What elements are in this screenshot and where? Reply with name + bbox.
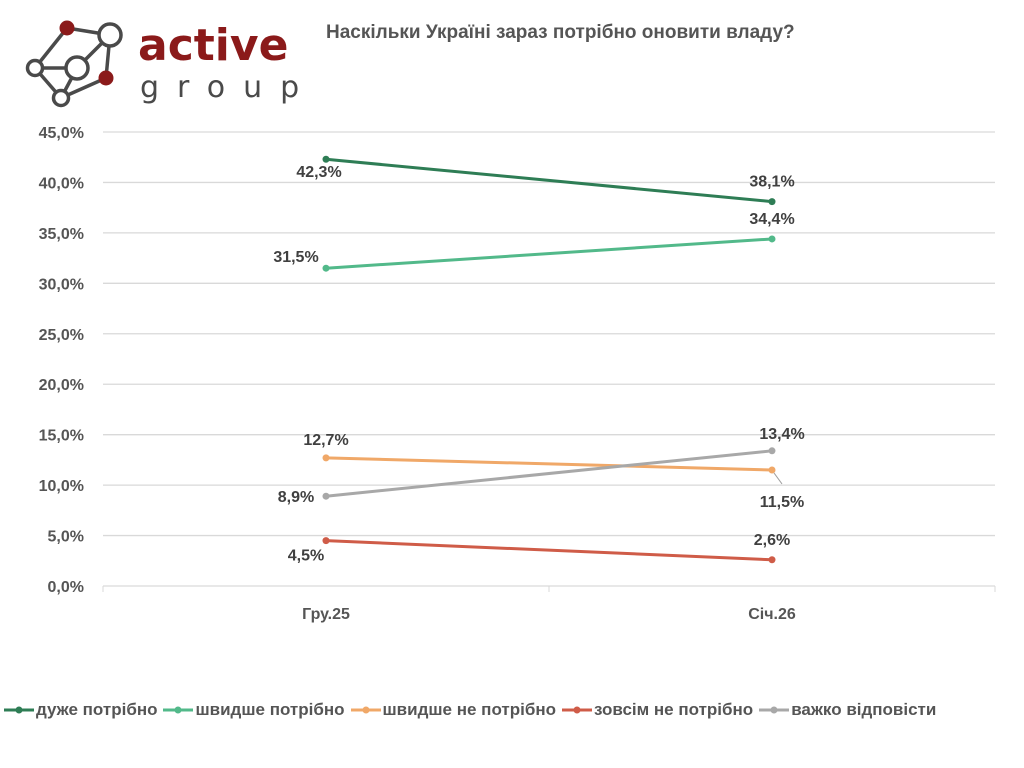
legend-label: важко відповісти [791,700,937,719]
data-label: 42,3% [296,164,341,181]
y-tick-label: 10,0% [39,478,84,495]
series-line [325,539,773,562]
legend-item: швидше не потрібно [350,700,556,720]
legend-label: швидше не потрібно [382,700,556,719]
y-tick-label: 40,0% [39,175,84,192]
series-lines [322,155,776,564]
legend-marker-icon [163,706,194,714]
y-axis: 0,0% 5,0% 10,0% 15,0% 20,0% 25,0% 30,0% 35,0% 40… [39,125,84,596]
legend-marker-icon [562,706,592,714]
data-label: 13,4% [759,426,804,443]
data-point [768,556,776,564]
logo-sub-text: group [140,70,310,105]
y-tick-label: 25,0% [39,327,84,344]
data-point [768,198,776,206]
data-label: 31,5% [273,249,318,266]
data-label: 11,5% [760,494,804,511]
data-point [768,235,776,243]
data-label: 38,1% [749,174,794,191]
network-icon [25,20,123,108]
legend-marker-icon [4,706,34,714]
x-tick-label: Січ.26 [748,606,796,623]
x-tick-label: Гру.25 [302,606,350,623]
y-tick-label: 45,0% [39,125,84,142]
active-group-logo: active group [25,20,310,108]
data-point [322,454,330,462]
legend-label: дуже потрібно [36,700,158,719]
x-axis: Гру.25 Січ.26 [102,586,996,623]
y-tick-label: 20,0% [39,377,84,394]
legend-label: зовсім не потрібно [594,700,754,719]
y-tick-label: 35,0% [39,226,84,243]
series-line [325,456,773,472]
y-tick-label: 30,0% [39,276,84,293]
data-point [322,492,330,500]
legend-item: дуже потрібно [4,700,157,720]
leader-line [773,472,783,485]
data-label: 8,9% [278,489,314,506]
legend-item: зовсім не потрібно [562,700,753,720]
y-tick-label: 0,0% [48,579,84,596]
gridlines [103,131,995,587]
legend: дуже потрібно швидше потрібно швидше не по… [4,700,1024,720]
series-line [325,449,773,498]
series-line [325,237,773,270]
logo-brand-text: active [138,20,288,71]
data-label: 12,7% [303,432,348,449]
legend-marker-icon [350,706,381,714]
chart-title: Наскільки Україні зараз потрібно оновити… [326,22,795,43]
data-point [322,264,330,272]
legend-item: швидше потрібно [163,700,345,720]
line-chart: 0,0% 5,0% 10,0% 15,0% 20,0% 25,0% 30,0% 35,0% 40… [39,125,996,623]
data-labels: 42,3% 38,1% 31,5% 34,4% 12,7% 11,5% 4,5% 2,6% 8,… [273,164,804,564]
legend-item: важко відповісти [759,700,936,720]
data-label: 34,4% [749,211,794,228]
data-point [322,537,330,545]
series-line [325,157,773,204]
legend-label: швидше потрібно [195,700,345,719]
legend-marker-icon [759,706,790,714]
data-point [768,447,776,455]
data-point [768,466,776,474]
y-tick-label: 15,0% [39,428,84,445]
data-label: 4,5% [288,548,324,565]
data-label: 2,6% [754,532,790,549]
y-tick-label: 5,0% [48,529,84,546]
data-point [322,155,330,163]
